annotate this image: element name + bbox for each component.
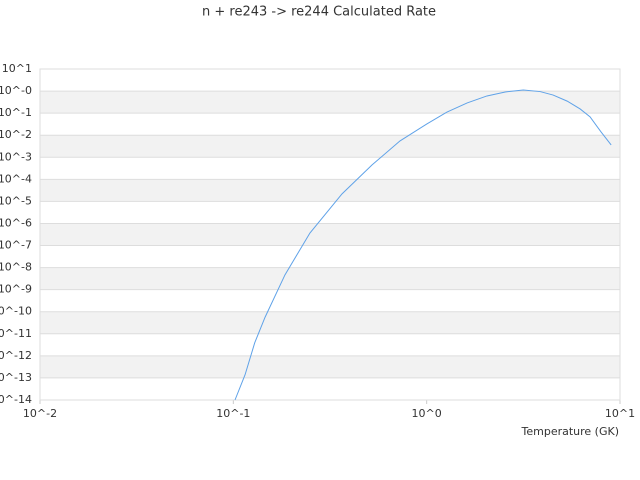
grid-band — [40, 267, 620, 290]
y-tick-label: 10^-7 — [0, 239, 32, 252]
y-tick-label: 10^-6 — [0, 216, 32, 229]
y-tick-label: 10^-12 — [0, 349, 32, 362]
y-tick-label: 10^-5 — [0, 194, 32, 207]
x-axis-label: Temperature (GK) — [521, 425, 620, 438]
y-tick-label: 10^-13 — [0, 371, 32, 384]
y-tick-label: 10^-10 — [0, 305, 32, 318]
y-tick-label: 10^-1 — [0, 106, 32, 119]
x-tick-label: 10^-1 — [216, 407, 250, 420]
grid-band — [40, 223, 620, 246]
y-tick-label: 10^-3 — [0, 150, 32, 163]
y-tick-label: 10^-9 — [0, 283, 32, 296]
plot-frame — [39, 68, 621, 401]
y-tick-label: 10^-11 — [0, 327, 32, 340]
chart-title: n + re243 -> re244 Calculated Rate — [202, 5, 436, 20]
plot-background — [39, 68, 621, 404]
y-tick-label: 10^-0 — [0, 84, 32, 97]
grid-band — [40, 355, 620, 378]
y-tick-label: 10^-8 — [0, 261, 32, 274]
x-tick-label: 10^1 — [605, 407, 635, 420]
y-tick-label: 10^1 — [2, 62, 32, 75]
y-tick-label: 10^-2 — [0, 128, 32, 141]
x-tick-label: 10^-2 — [23, 407, 57, 420]
y-tick-label: 10^-4 — [0, 172, 32, 185]
grid-band — [40, 311, 620, 334]
grid-band — [40, 135, 620, 158]
data-line — [234, 89, 612, 401]
x-tick-label: 10^0 — [412, 407, 442, 420]
y-tick-label: 10^-14 — [0, 393, 32, 406]
grid-band — [40, 179, 620, 202]
grid-band — [40, 91, 620, 114]
